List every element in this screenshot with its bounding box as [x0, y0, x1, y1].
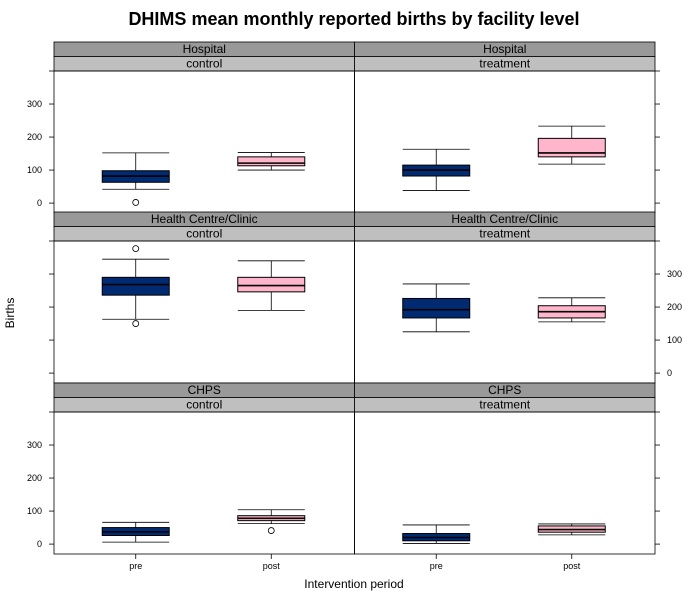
panel-frame-health-centre-clinic-treatment: [354, 240, 656, 384]
panel-frame-chps-control: [53, 411, 355, 555]
box-chps-control-post-outlier-0: [267, 527, 275, 534]
box-health-centre-clinic-control-post: [237, 276, 306, 293]
box-health-centre-clinic-control-pre-outlier-1: [132, 320, 140, 327]
x-axis-label: Intervention period: [304, 577, 403, 591]
panel-frame-hospital-treatment: [354, 70, 656, 214]
y-tick-label: 100: [27, 506, 42, 516]
panel-frame-chps-treatment: [354, 411, 656, 555]
y-tick-label: 200: [667, 302, 682, 312]
box-health-centre-clinic-control-pre-outlier-0: [132, 245, 140, 252]
panel-frame-health-centre-clinic-control: [53, 240, 355, 384]
y-tick-label: 0: [37, 198, 42, 208]
y-tick-label: 200: [27, 132, 42, 142]
strip-group-label: control: [186, 398, 222, 412]
strip-group-label: treatment: [479, 398, 530, 412]
y-tick-label: 300: [27, 99, 42, 109]
strip-facility-label: Hospital: [183, 42, 226, 56]
strip-facility-label: CHPS: [188, 383, 221, 397]
x-tick-label: post: [263, 561, 281, 571]
box-health-centre-clinic-control-pre: [101, 276, 170, 296]
y-tick-label: 300: [667, 269, 682, 279]
box-health-centre-clinic-treatment-pre: [402, 297, 471, 319]
box-hospital-control-post: [237, 156, 306, 167]
panel-frame-hospital-control: [53, 70, 355, 214]
y-tick-label: 100: [667, 335, 682, 345]
strip-group-label: control: [186, 227, 222, 241]
strip-group-label: treatment: [479, 57, 530, 71]
box-hospital-control-pre-outlier-0: [132, 199, 140, 206]
strip-group-label: treatment: [479, 227, 530, 241]
strip-facility-label: Health Centre/Clinic: [151, 212, 258, 226]
y-axis-label: Births: [3, 298, 17, 329]
chart-title: DHIMS mean monthly reported births by fa…: [128, 9, 579, 29]
y-tick-label: 0: [37, 539, 42, 549]
y-tick-label: 300: [27, 440, 42, 450]
strip-group-label: control: [186, 57, 222, 71]
strip-facility-label: Hospital: [483, 42, 526, 56]
y-tick-label: 100: [27, 165, 42, 175]
box-hospital-treatment-post: [537, 137, 606, 158]
strip-facility-label: CHPS: [488, 383, 521, 397]
x-tick-label: pre: [430, 561, 443, 571]
x-tick-label: post: [563, 561, 581, 571]
strip-facility-label: Health Centre/Clinic: [451, 212, 558, 226]
y-tick-label: 0: [667, 368, 672, 378]
y-tick-label: 200: [27, 473, 42, 483]
x-tick-label: pre: [129, 561, 142, 571]
